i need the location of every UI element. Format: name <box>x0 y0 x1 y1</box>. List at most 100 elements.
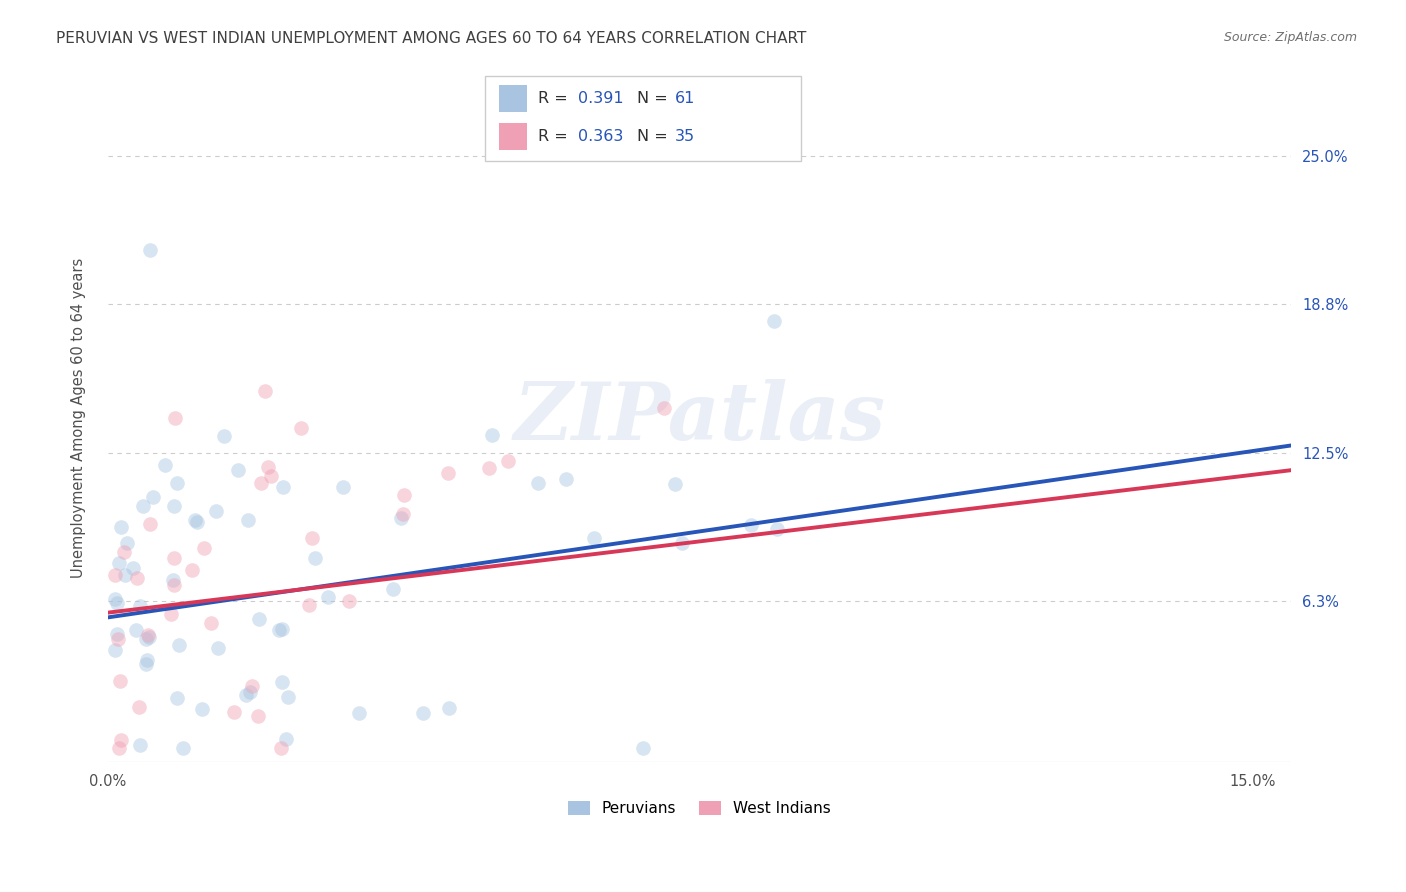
Point <box>496 453 519 467</box>
Point <box>290 420 312 434</box>
Point <box>652 401 675 415</box>
Point <box>117 536 139 550</box>
Text: 0.391: 0.391 <box>578 91 623 105</box>
Point <box>277 690 299 705</box>
Point <box>392 507 415 521</box>
Point <box>235 688 257 702</box>
Point <box>526 475 548 490</box>
Point <box>166 475 188 490</box>
Point <box>138 630 160 644</box>
Point <box>671 536 693 550</box>
Point <box>394 488 416 502</box>
Text: Source: ZipAtlas.com: Source: ZipAtlas.com <box>1223 31 1357 45</box>
Point <box>247 612 270 626</box>
Text: R =: R = <box>538 91 574 105</box>
Point <box>271 674 294 689</box>
Point <box>301 531 323 545</box>
Point <box>412 706 434 720</box>
Point <box>250 476 273 491</box>
Point <box>437 701 460 715</box>
Point <box>260 469 283 483</box>
Point <box>222 706 245 720</box>
Point <box>110 520 132 534</box>
Text: N =: N = <box>637 91 673 105</box>
Point <box>163 499 186 513</box>
Y-axis label: Unemployment Among Ages 60 to 64 years: Unemployment Among Ages 60 to 64 years <box>72 258 86 578</box>
Point <box>339 594 361 608</box>
Point <box>162 573 184 587</box>
Point <box>104 592 127 607</box>
Point <box>104 643 127 657</box>
Text: 35: 35 <box>675 129 695 144</box>
Point <box>276 732 298 747</box>
Point <box>555 472 578 486</box>
Point <box>135 632 157 646</box>
Point <box>184 513 207 527</box>
Point <box>105 626 128 640</box>
Point <box>110 733 132 747</box>
Point <box>163 578 186 592</box>
Point <box>347 706 370 720</box>
Text: 61: 61 <box>675 91 695 105</box>
Point <box>254 384 277 398</box>
Point <box>236 513 259 527</box>
Point <box>257 460 280 475</box>
Point <box>166 691 188 706</box>
Point <box>204 503 226 517</box>
Point <box>193 541 215 555</box>
Text: ZIPatlas: ZIPatlas <box>513 379 886 457</box>
Point <box>114 568 136 582</box>
Point <box>271 480 294 494</box>
Point <box>129 599 152 614</box>
Point <box>142 491 165 505</box>
Legend: Peruvians, West Indians: Peruvians, West Indians <box>561 793 838 823</box>
Point <box>108 673 131 688</box>
FancyBboxPatch shape <box>499 123 527 150</box>
Point <box>132 499 155 513</box>
Text: N =: N = <box>637 129 673 144</box>
Point <box>135 657 157 672</box>
Point <box>631 741 654 756</box>
Point <box>190 701 212 715</box>
Point <box>298 598 321 612</box>
Text: PERUVIAN VS WEST INDIAN UNEMPLOYMENT AMONG AGES 60 TO 64 YEARS CORRELATION CHART: PERUVIAN VS WEST INDIAN UNEMPLOYMENT AMO… <box>56 31 807 46</box>
Point <box>163 551 186 566</box>
Point <box>763 314 786 328</box>
Point <box>121 561 143 575</box>
Point <box>226 462 249 476</box>
Point <box>107 632 129 646</box>
Point <box>135 652 157 666</box>
Point <box>436 466 458 480</box>
Point <box>207 640 229 655</box>
Text: R =: R = <box>538 129 574 144</box>
Point <box>332 480 354 494</box>
Point <box>129 738 152 752</box>
Point <box>247 708 270 723</box>
Point <box>212 429 235 443</box>
Point <box>172 741 194 756</box>
Point <box>239 684 262 698</box>
Point <box>127 571 149 585</box>
Point <box>316 590 339 604</box>
Point <box>583 531 606 545</box>
Point <box>128 700 150 714</box>
FancyBboxPatch shape <box>499 85 527 112</box>
Point <box>200 615 222 630</box>
Point <box>160 607 183 621</box>
Point <box>267 623 290 637</box>
Point <box>112 544 135 558</box>
Point <box>108 556 131 570</box>
Point <box>107 740 129 755</box>
Point <box>304 550 326 565</box>
Point <box>270 622 292 636</box>
Point <box>105 597 128 611</box>
Point <box>389 511 412 525</box>
Point <box>481 428 503 442</box>
Point <box>478 461 501 475</box>
Point <box>381 582 404 597</box>
Point <box>740 518 762 533</box>
Point <box>181 563 204 577</box>
Point <box>664 476 686 491</box>
FancyBboxPatch shape <box>485 76 801 161</box>
Point <box>186 515 208 529</box>
